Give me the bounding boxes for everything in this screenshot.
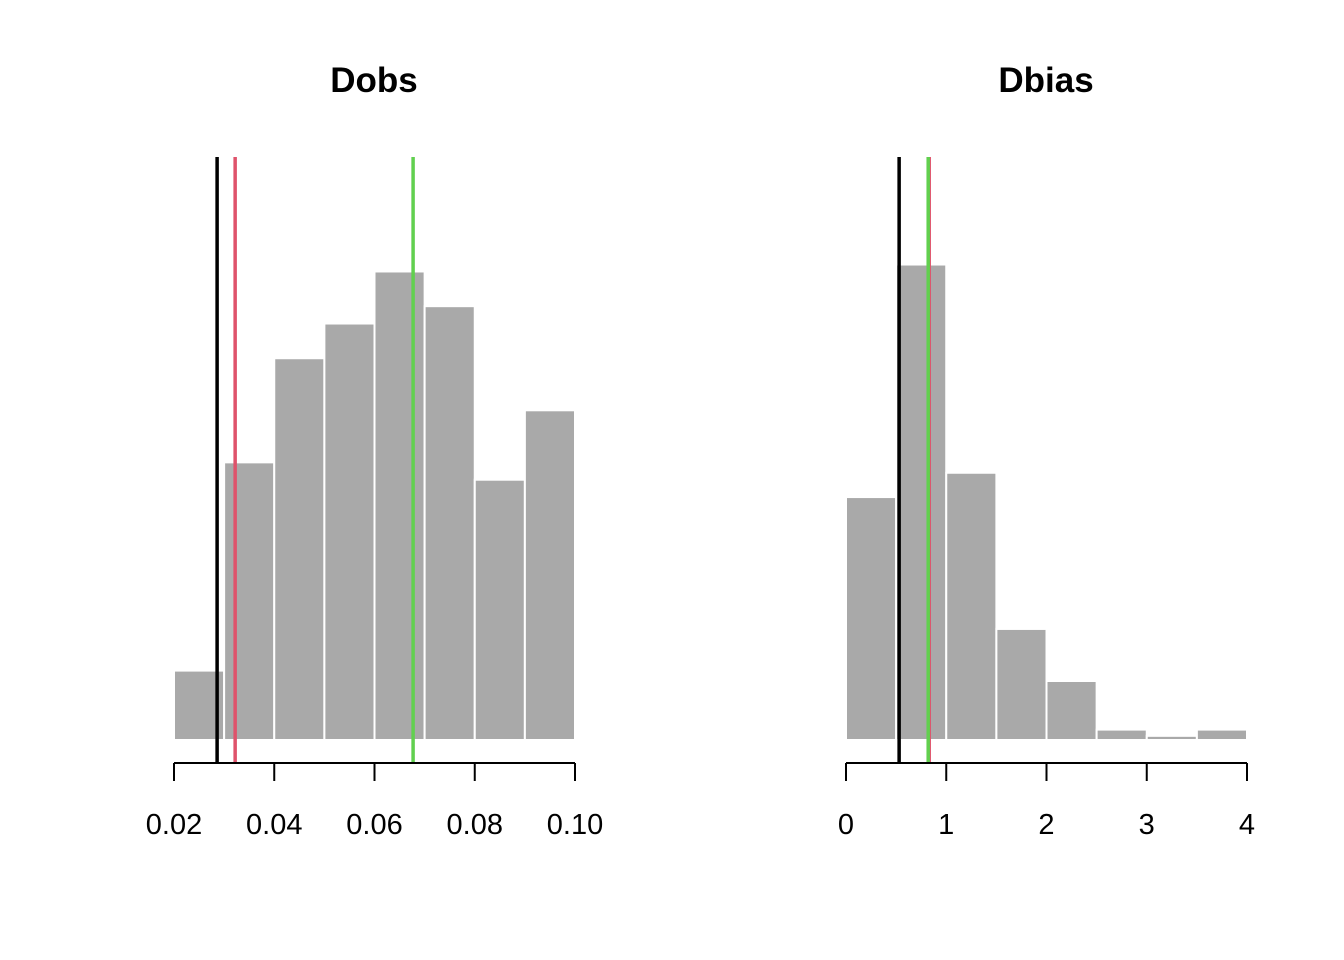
x-tick-label: 0.06 [346, 809, 402, 841]
histogram-bar [845, 496, 898, 742]
histogram-bar [995, 627, 1048, 741]
histogram-bar [223, 461, 276, 741]
histogram-bar [373, 270, 426, 741]
x-tick-label: 1 [938, 809, 954, 841]
histogram-bar [895, 263, 948, 741]
histogram-bar [1145, 734, 1198, 741]
x-tick-label: 3 [1139, 809, 1155, 841]
x-tick-label: 0 [838, 809, 854, 841]
histogram-bar [1045, 680, 1098, 741]
histogram-bar [323, 322, 376, 741]
histogram-bar [523, 409, 576, 741]
panel-dbias: Dbias 0 1 2 3 4 [838, 61, 1255, 841]
histogram-bar [273, 357, 326, 741]
chart-title: Dbias [998, 61, 1093, 100]
x-tick-label: 0.02 [146, 809, 202, 841]
histogram-bar [1095, 728, 1148, 742]
x-tick-label: 0.04 [246, 809, 302, 841]
x-tick-label: 4 [1239, 809, 1255, 841]
histogram-bar [1195, 728, 1248, 742]
panel-dobs: Dobs 0.02 0.04 0.06 0.08 0.10 [146, 61, 603, 841]
histogram-bar [423, 305, 476, 741]
chart-title: Dobs [330, 61, 418, 100]
x-tick-label: 0.08 [447, 809, 503, 841]
x-tick-label: 2 [1038, 809, 1054, 841]
histogram-bar [945, 471, 998, 741]
histogram-bar [473, 478, 526, 741]
x-tick-label: 0.10 [547, 809, 603, 841]
